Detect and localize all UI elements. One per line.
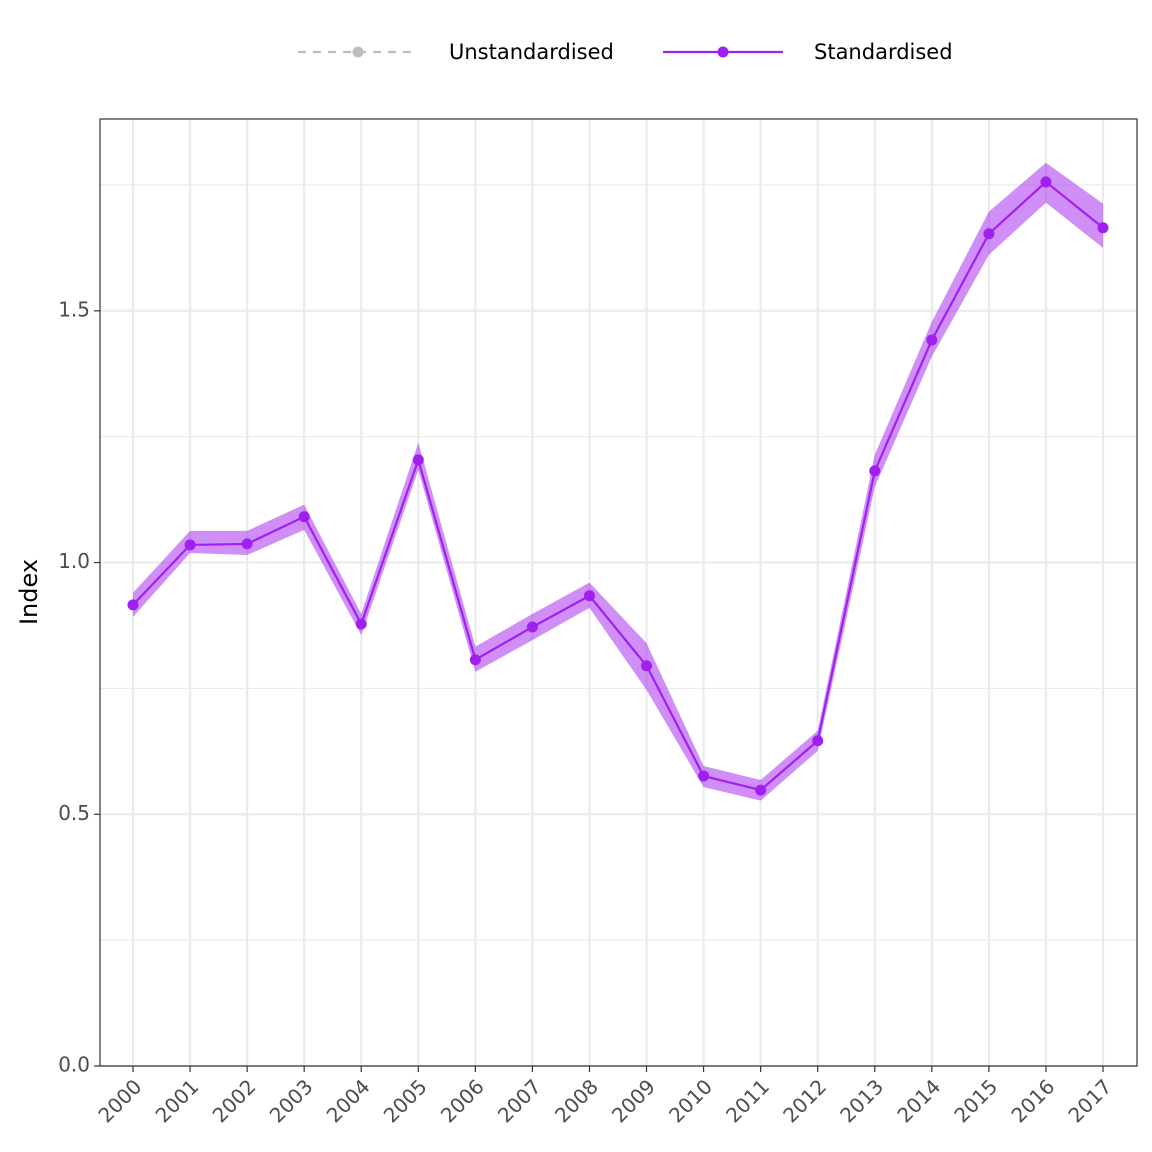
point [583, 590, 595, 602]
x-tick-label: 2015 [949, 1074, 1002, 1127]
x-tick-label: 2013 [835, 1074, 888, 1127]
legend-key-point [352, 46, 364, 58]
point [127, 599, 139, 611]
x-tick-label: 2009 [607, 1074, 660, 1127]
y-tick-label: 1.5 [58, 297, 90, 321]
legend-label: Unstandardised [449, 40, 614, 64]
point [184, 539, 196, 551]
x-tick-label: 2012 [778, 1074, 831, 1127]
x-tick-label: 2001 [151, 1074, 204, 1127]
x-tick-label: 2000 [93, 1074, 146, 1127]
x-tick-label: 2017 [1063, 1074, 1116, 1127]
point [983, 228, 995, 240]
y-tick-label: 0.5 [58, 801, 90, 825]
legend-label: Standardised [814, 40, 953, 64]
confidence-band [133, 162, 1103, 801]
point [241, 538, 253, 550]
legend-key-point [717, 46, 729, 58]
panel-border [99, 118, 1138, 1067]
x-tick-label: 2007 [493, 1074, 546, 1127]
point [812, 735, 824, 747]
x-tick-label: 2016 [1006, 1074, 1059, 1127]
y-tick-label: 1.0 [58, 549, 90, 573]
series-line [132, 180, 1104, 792]
x-tick-label: 2008 [550, 1074, 603, 1127]
x-tick-label: 2004 [322, 1074, 375, 1127]
point [298, 511, 310, 523]
point [526, 621, 538, 633]
point [926, 334, 938, 346]
y-tick-label: 0.0 [58, 1053, 90, 1077]
x-tick-label: 2005 [379, 1074, 432, 1127]
x-tick-label: 2011 [721, 1074, 774, 1127]
x-tick-label: 2002 [208, 1074, 261, 1127]
point [1040, 176, 1052, 188]
point [698, 770, 710, 782]
y-axis-label: Index [15, 559, 43, 625]
point [755, 784, 767, 796]
x-tick-label: 2006 [436, 1074, 489, 1127]
point [1097, 222, 1109, 234]
point [641, 660, 653, 672]
point [469, 654, 481, 666]
legend: Unstandardised Standardised [298, 40, 953, 64]
point [412, 454, 424, 466]
x-tick-label: 2014 [892, 1074, 945, 1127]
x-tick-label: 2003 [265, 1074, 318, 1127]
point [355, 618, 367, 630]
point [869, 465, 881, 477]
x-tick-label: 2010 [664, 1074, 717, 1127]
